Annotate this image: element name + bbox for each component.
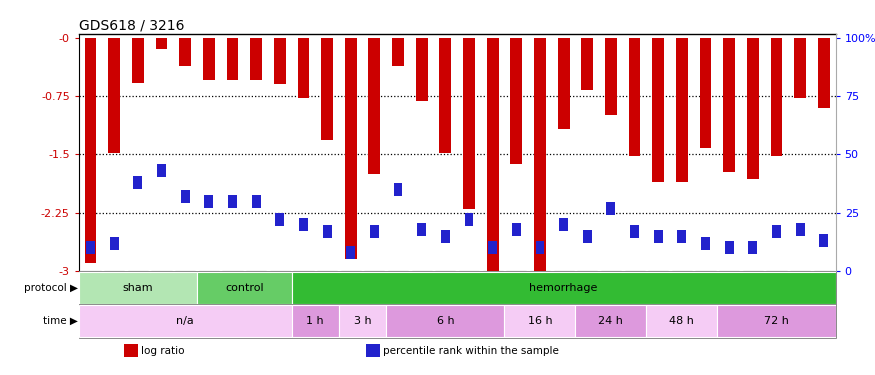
Text: 72 h: 72 h — [764, 316, 789, 326]
Bar — [724, 38, 735, 171]
Bar — [512, 223, 521, 236]
Text: 16 h: 16 h — [528, 316, 552, 326]
Bar — [576, 305, 647, 337]
Bar — [772, 225, 780, 238]
Bar — [132, 38, 144, 83]
Bar — [386, 305, 505, 337]
Bar — [536, 242, 544, 254]
Bar — [718, 305, 836, 337]
Bar — [339, 305, 386, 337]
Text: hemorrhage: hemorrhage — [529, 283, 598, 293]
Bar — [323, 225, 332, 238]
Bar — [274, 38, 286, 84]
Bar — [654, 230, 662, 243]
Bar — [441, 230, 450, 243]
Bar — [367, 344, 380, 357]
Text: sham: sham — [123, 283, 153, 293]
Bar — [346, 246, 355, 259]
Bar — [557, 38, 570, 129]
Text: 3 h: 3 h — [354, 316, 371, 326]
Bar — [700, 38, 711, 148]
Bar — [345, 38, 357, 260]
Bar — [79, 305, 291, 337]
Bar — [179, 38, 191, 66]
Bar — [488, 242, 497, 254]
Bar — [653, 38, 664, 182]
Bar — [392, 38, 404, 66]
Bar — [505, 305, 576, 337]
Bar — [795, 223, 805, 236]
Bar — [276, 213, 284, 226]
Bar — [85, 38, 96, 263]
Bar — [108, 38, 120, 153]
Bar — [747, 38, 759, 179]
Bar — [701, 237, 710, 249]
Bar — [394, 183, 402, 196]
Bar — [771, 38, 782, 156]
Bar — [630, 225, 639, 238]
Bar — [124, 344, 137, 357]
Text: time ▶: time ▶ — [44, 316, 78, 326]
Text: percentile rank within the sample: percentile rank within the sample — [383, 346, 559, 356]
Bar — [417, 223, 426, 236]
Bar — [134, 176, 143, 189]
Bar — [227, 38, 238, 81]
Text: protocol ▶: protocol ▶ — [24, 283, 78, 293]
Bar — [86, 242, 95, 254]
Bar — [581, 38, 593, 90]
Bar — [605, 38, 617, 116]
Bar — [298, 38, 310, 98]
Bar — [228, 195, 237, 207]
Bar — [487, 38, 499, 271]
Bar — [819, 234, 829, 247]
Bar — [252, 195, 261, 207]
Text: 1 h: 1 h — [306, 316, 324, 326]
Text: log ratio: log ratio — [141, 346, 185, 356]
Bar — [321, 38, 333, 140]
Bar — [748, 242, 757, 254]
Bar — [559, 218, 568, 231]
Bar — [250, 38, 262, 81]
Bar — [677, 230, 686, 243]
Text: 6 h: 6 h — [437, 316, 454, 326]
Bar — [534, 38, 546, 271]
Text: control: control — [225, 283, 263, 293]
Text: 24 h: 24 h — [598, 316, 623, 326]
Bar — [439, 38, 452, 153]
Bar — [606, 202, 615, 214]
Bar — [647, 305, 718, 337]
Text: n/a: n/a — [176, 316, 194, 326]
Bar — [416, 38, 428, 102]
Bar — [818, 38, 829, 108]
Bar — [510, 38, 522, 164]
Bar — [583, 230, 592, 243]
Bar — [628, 38, 640, 156]
Bar — [370, 225, 379, 238]
Bar — [203, 38, 214, 81]
Bar — [676, 38, 688, 182]
Bar — [724, 242, 733, 254]
Bar — [465, 213, 473, 226]
Bar — [158, 164, 166, 177]
Bar — [79, 272, 197, 304]
Bar — [109, 237, 119, 249]
Bar — [197, 272, 291, 304]
Bar — [794, 38, 806, 98]
Bar — [299, 218, 308, 231]
Bar — [368, 38, 381, 174]
Bar — [181, 190, 190, 203]
Bar — [205, 195, 213, 207]
Bar — [463, 38, 475, 209]
Bar — [291, 305, 339, 337]
Text: 48 h: 48 h — [669, 316, 695, 326]
Bar — [156, 38, 167, 50]
Bar — [291, 272, 836, 304]
Text: GDS618 / 3216: GDS618 / 3216 — [79, 19, 185, 33]
